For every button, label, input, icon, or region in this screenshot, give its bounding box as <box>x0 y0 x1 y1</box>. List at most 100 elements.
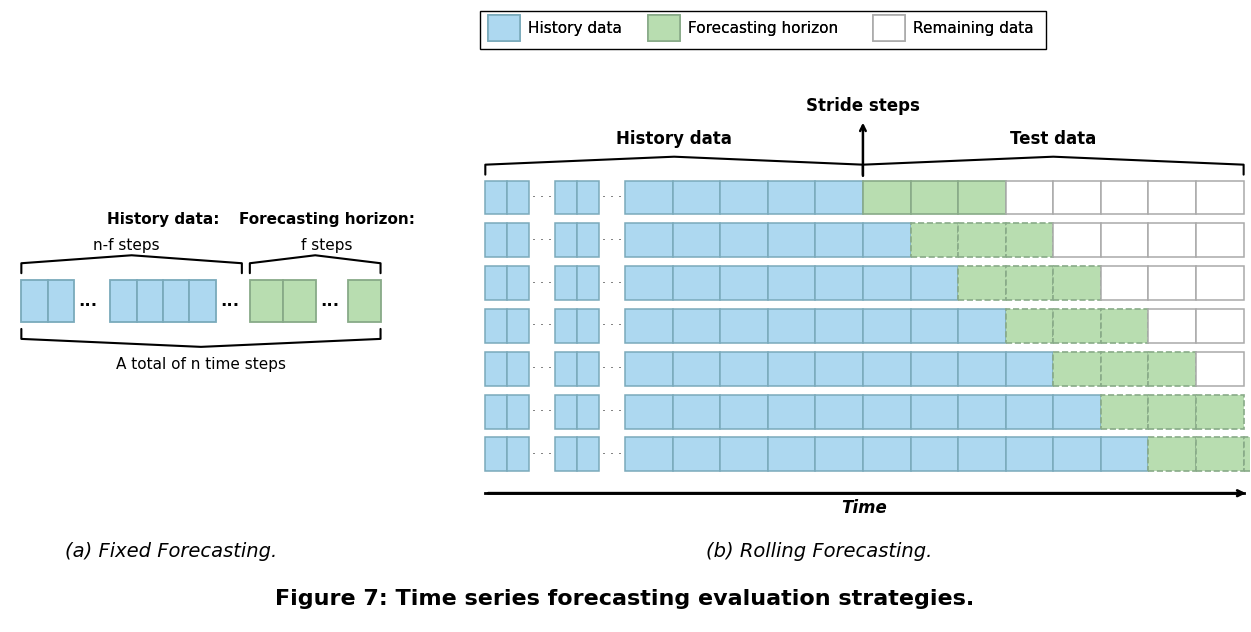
FancyBboxPatch shape <box>485 266 507 300</box>
Text: A total of n time steps: A total of n time steps <box>116 357 286 372</box>
FancyBboxPatch shape <box>577 266 599 300</box>
FancyBboxPatch shape <box>1148 181 1196 214</box>
FancyBboxPatch shape <box>555 437 577 471</box>
Text: · · ·: · · · <box>532 362 552 375</box>
FancyBboxPatch shape <box>1006 352 1053 386</box>
FancyBboxPatch shape <box>110 280 136 322</box>
Text: (b) Rolling Forecasting.: (b) Rolling Forecasting. <box>707 542 933 561</box>
FancyBboxPatch shape <box>816 352 863 386</box>
Text: Remaining data: Remaining data <box>912 21 1033 36</box>
FancyBboxPatch shape <box>1053 223 1101 257</box>
FancyBboxPatch shape <box>480 11 1046 49</box>
FancyBboxPatch shape <box>816 223 863 257</box>
Text: · · ·: · · · <box>602 277 622 289</box>
FancyBboxPatch shape <box>485 437 507 471</box>
Text: History data: History data <box>528 21 622 36</box>
FancyBboxPatch shape <box>863 352 911 386</box>
FancyBboxPatch shape <box>958 437 1006 471</box>
FancyBboxPatch shape <box>485 309 507 343</box>
FancyBboxPatch shape <box>673 266 721 300</box>
FancyBboxPatch shape <box>348 280 380 322</box>
Text: Test data: Test data <box>1010 130 1096 148</box>
FancyBboxPatch shape <box>721 266 768 300</box>
Text: f steps: f steps <box>301 238 353 253</box>
FancyBboxPatch shape <box>507 181 529 214</box>
FancyBboxPatch shape <box>768 223 816 257</box>
FancyBboxPatch shape <box>1006 266 1053 300</box>
FancyBboxPatch shape <box>648 15 681 41</box>
FancyBboxPatch shape <box>626 309 673 343</box>
FancyBboxPatch shape <box>1053 309 1101 343</box>
FancyBboxPatch shape <box>648 15 681 41</box>
FancyBboxPatch shape <box>863 437 911 471</box>
FancyBboxPatch shape <box>1148 352 1196 386</box>
FancyBboxPatch shape <box>507 266 529 300</box>
FancyBboxPatch shape <box>507 437 529 471</box>
Text: ...: ... <box>79 292 98 310</box>
Text: (a) Fixed Forecasting.: (a) Fixed Forecasting. <box>65 542 278 561</box>
FancyBboxPatch shape <box>283 280 315 322</box>
FancyBboxPatch shape <box>873 15 904 41</box>
FancyBboxPatch shape <box>816 181 863 214</box>
FancyBboxPatch shape <box>911 309 958 343</box>
FancyBboxPatch shape <box>1006 309 1053 343</box>
FancyBboxPatch shape <box>1196 181 1243 214</box>
Text: History data:: History data: <box>106 212 219 228</box>
FancyBboxPatch shape <box>958 394 1006 428</box>
Text: n-f steps: n-f steps <box>94 238 160 253</box>
FancyBboxPatch shape <box>863 394 911 428</box>
FancyBboxPatch shape <box>485 181 507 214</box>
FancyBboxPatch shape <box>911 437 958 471</box>
FancyBboxPatch shape <box>555 266 577 300</box>
Text: ...: ... <box>220 292 239 310</box>
FancyBboxPatch shape <box>626 437 673 471</box>
FancyBboxPatch shape <box>1101 309 1148 343</box>
FancyBboxPatch shape <box>768 181 816 214</box>
FancyBboxPatch shape <box>911 352 958 386</box>
Text: · · ·: · · · <box>602 362 622 375</box>
Text: History data: History data <box>528 21 622 36</box>
FancyBboxPatch shape <box>873 15 904 41</box>
Text: · · ·: · · · <box>532 191 552 204</box>
FancyBboxPatch shape <box>721 437 768 471</box>
FancyBboxPatch shape <box>488 15 520 41</box>
FancyBboxPatch shape <box>626 352 673 386</box>
FancyBboxPatch shape <box>1101 266 1148 300</box>
FancyBboxPatch shape <box>673 181 721 214</box>
FancyBboxPatch shape <box>577 181 599 214</box>
FancyBboxPatch shape <box>555 352 577 386</box>
FancyBboxPatch shape <box>863 266 911 300</box>
FancyBboxPatch shape <box>673 309 721 343</box>
FancyBboxPatch shape <box>958 309 1006 343</box>
FancyBboxPatch shape <box>673 223 721 257</box>
Text: · · ·: · · · <box>532 405 552 418</box>
FancyBboxPatch shape <box>768 266 816 300</box>
FancyBboxPatch shape <box>673 437 721 471</box>
FancyBboxPatch shape <box>555 181 577 214</box>
Text: · · ·: · · · <box>532 319 552 332</box>
FancyBboxPatch shape <box>1148 223 1196 257</box>
FancyBboxPatch shape <box>189 280 216 322</box>
Text: Forecasting horizon: Forecasting horizon <box>688 21 838 36</box>
FancyBboxPatch shape <box>816 309 863 343</box>
FancyBboxPatch shape <box>555 309 577 343</box>
FancyBboxPatch shape <box>673 394 721 428</box>
Text: · · ·: · · · <box>532 234 552 247</box>
Text: · · ·: · · · <box>602 234 622 247</box>
Text: Forecasting horizon: Forecasting horizon <box>688 21 838 36</box>
FancyBboxPatch shape <box>1196 309 1243 343</box>
FancyBboxPatch shape <box>768 394 816 428</box>
FancyBboxPatch shape <box>507 223 529 257</box>
FancyBboxPatch shape <box>911 223 958 257</box>
FancyBboxPatch shape <box>488 15 520 41</box>
FancyBboxPatch shape <box>958 352 1006 386</box>
FancyBboxPatch shape <box>1101 223 1148 257</box>
FancyBboxPatch shape <box>768 309 816 343</box>
FancyBboxPatch shape <box>485 352 507 386</box>
FancyBboxPatch shape <box>577 309 599 343</box>
FancyBboxPatch shape <box>1148 266 1196 300</box>
FancyBboxPatch shape <box>1196 223 1243 257</box>
FancyBboxPatch shape <box>163 280 189 322</box>
FancyBboxPatch shape <box>1006 437 1053 471</box>
FancyBboxPatch shape <box>863 309 911 343</box>
